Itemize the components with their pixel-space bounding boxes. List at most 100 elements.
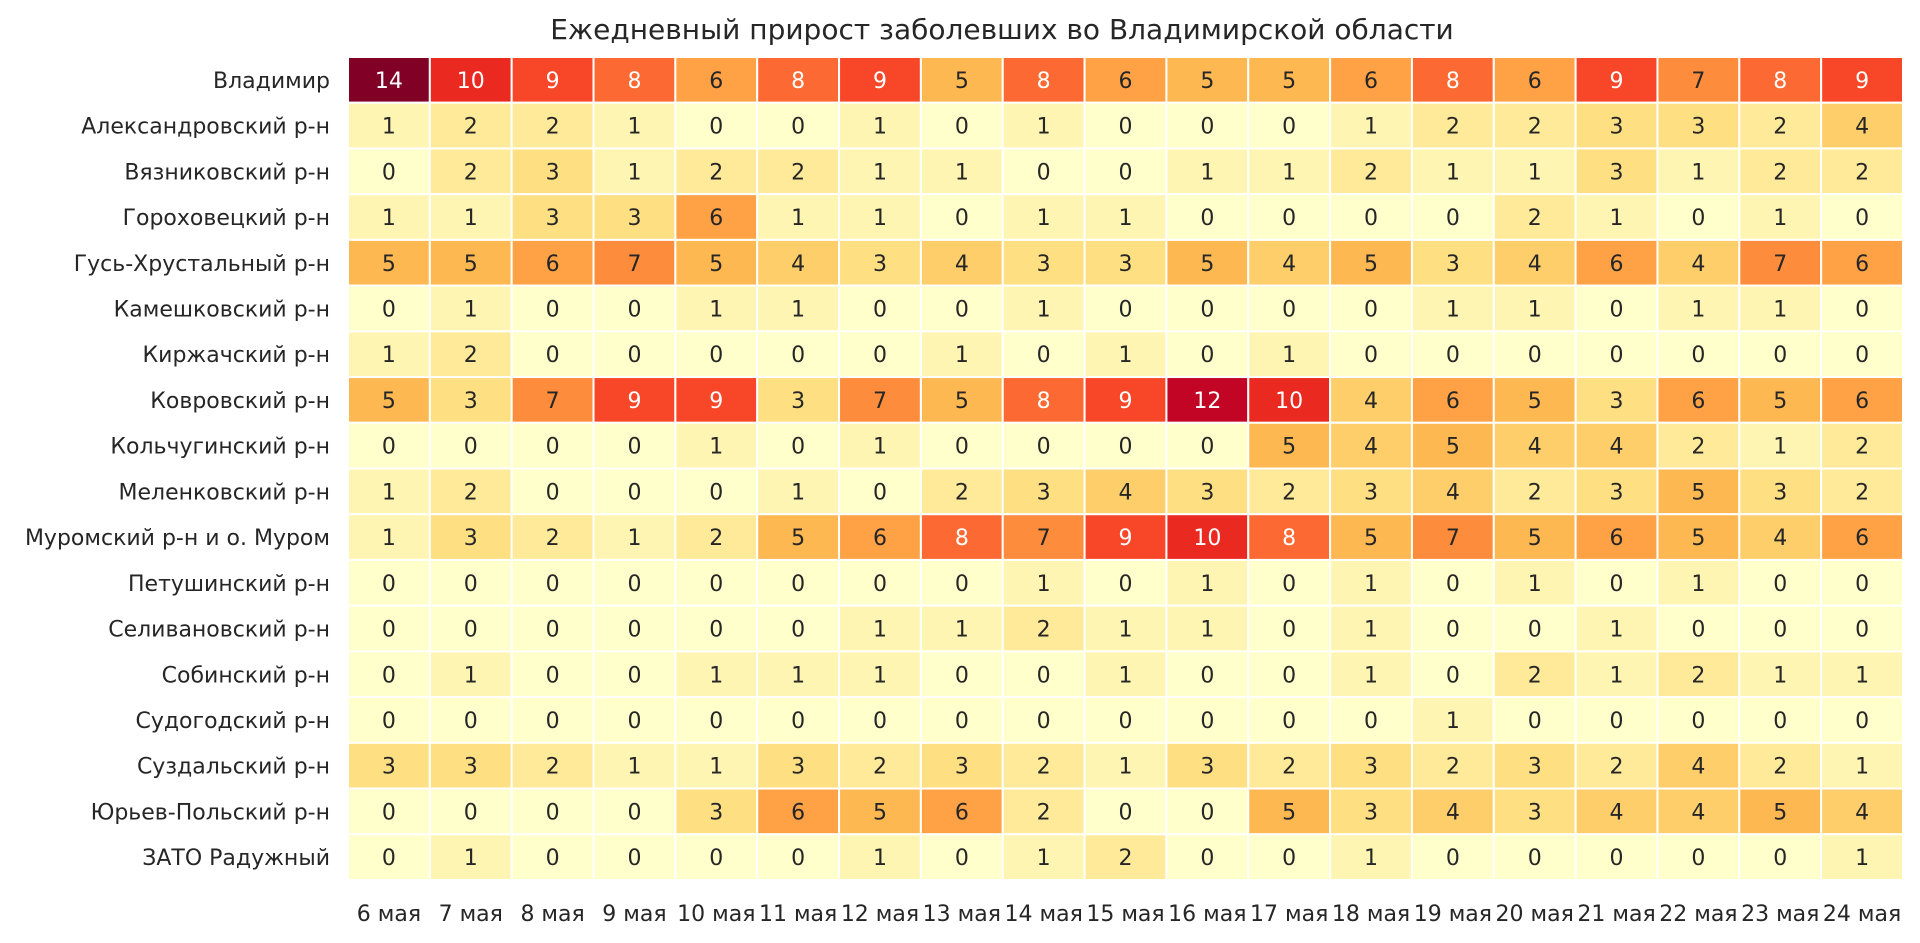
cell-value-label: 5 [1282, 435, 1296, 460]
heatmap-cell [1820, 787, 1904, 836]
cell-value-label: 0 [1200, 206, 1214, 231]
cell-value-label: 0 [1037, 663, 1051, 688]
row-label: ЗАТО Радужный [142, 846, 330, 871]
cell-value-label: 0 [791, 846, 805, 871]
cell-value-label: 1 [1773, 663, 1787, 688]
cell-value-label: 8 [791, 69, 805, 94]
cell-value-label: 0 [1773, 343, 1787, 368]
heatmap-cell [347, 284, 431, 333]
cell-value-label: 2 [1610, 755, 1624, 780]
heatmap-cell [1492, 238, 1577, 287]
cell-value-label: 0 [955, 297, 969, 322]
heatmap-cell [592, 650, 677, 699]
cell-value-label: 1 [382, 206, 396, 231]
heatmap-cell [428, 330, 513, 379]
cell-value-label: 0 [1200, 115, 1214, 140]
heatmap-cell [756, 376, 841, 424]
heatmap-cells: 14 10 9 8 6 8 9 5 8 6 5 5 6 8 6 9 7 8 91 2 2 1 0 0 1 0 1 0 0 0 1 2 2 3 3 2 4… [347, 56, 1904, 881]
cell-value-label: 0 [382, 618, 396, 643]
cell-value-label: 4 [1282, 252, 1296, 277]
cell-value-label: 1 [1364, 572, 1378, 597]
cell-value-label: 5 [1773, 800, 1787, 825]
cell-value-label: 3 [1037, 252, 1051, 277]
cell-value-label: 6 [955, 800, 969, 825]
heatmap-cell [428, 284, 513, 333]
cell-value-label: 6 [546, 252, 560, 277]
heatmap-cell [347, 376, 431, 424]
cell-value-label: 2 [873, 755, 887, 780]
cell-value-label: 6 [1446, 389, 1460, 414]
cell-value-label: 0 [464, 800, 478, 825]
cell-value-label: 1 [1610, 663, 1624, 688]
heatmap-cell [1410, 741, 1495, 790]
cell-value-label: 0 [1855, 297, 1869, 322]
cell-value-label: 0 [709, 618, 723, 643]
heatmap-cell [1247, 696, 1332, 744]
heatmap-cell [347, 604, 431, 653]
cell-value-label: 2 [464, 480, 478, 505]
heatmap-cell [1738, 833, 1823, 881]
cell-value-label: 0 [546, 572, 560, 597]
cell-value-label: 0 [1119, 435, 1133, 460]
cell-value-label: 1 [873, 115, 887, 140]
heatmap-cell [1083, 787, 1168, 836]
cell-value-label: 6 [709, 206, 723, 231]
cell-value-label: 7 [627, 252, 641, 277]
cell-value-label: 1 [1037, 115, 1051, 140]
heatmap-cell [592, 284, 677, 333]
column-label: 18 мая [1332, 902, 1410, 927]
cell-value-label: 0 [955, 572, 969, 597]
cell-value-label: 0 [1037, 435, 1051, 460]
chart-title: Ежедневный прирост заболевших во Владими… [550, 13, 1454, 46]
cell-value-label: 0 [464, 618, 478, 643]
cell-value-label: 5 [382, 389, 396, 414]
cell-value-label: 3 [1610, 115, 1624, 140]
heatmap-cell [1574, 147, 1659, 196]
heatmap-cell [347, 101, 431, 150]
cell-value-label: 1 [955, 343, 969, 368]
heatmap-cell [510, 284, 595, 333]
cell-value-label: 0 [791, 435, 805, 460]
heatmap-cell [1083, 650, 1168, 699]
column-label: 15 мая [1086, 902, 1164, 927]
cell-value-label: 3 [873, 252, 887, 277]
heatmap-cell [919, 56, 1004, 104]
heatmap-cell [1656, 467, 1741, 516]
cell-value-label: 1 [955, 160, 969, 185]
heatmap-cell [510, 650, 595, 699]
cell-value-label: 1 [1691, 160, 1705, 185]
cell-value-label: 3 [1610, 160, 1624, 185]
cell-value-label: 4 [1446, 800, 1460, 825]
cell-value-label: 0 [382, 709, 396, 734]
heatmap-cell [592, 147, 677, 196]
cell-value-label: 1 [1610, 618, 1624, 643]
heatmap-cell [1247, 330, 1332, 379]
cell-value-label: 0 [1200, 800, 1214, 825]
heatmap-cell [1247, 238, 1332, 287]
cell-value-label: 5 [791, 526, 805, 551]
heatmap-cell [1656, 193, 1741, 241]
heatmap-cell [1738, 741, 1823, 790]
cell-value-label: 4 [1691, 252, 1705, 277]
heatmap-cell [1165, 650, 1250, 699]
cell-value-label: 0 [1364, 297, 1378, 322]
heatmap-cell [674, 558, 759, 607]
cell-value-label: 0 [1282, 115, 1296, 140]
row-label: Меленковский р-н [119, 480, 330, 505]
cell-value-label: 5 [1282, 69, 1296, 94]
heatmap-cell [1574, 421, 1659, 470]
heatmap-cell [1329, 558, 1413, 607]
heatmap-cell [1083, 558, 1168, 607]
cell-value-label: 6 [1364, 69, 1378, 94]
heatmap-cell [1247, 147, 1332, 196]
heatmap-cell [1001, 513, 1086, 561]
cell-value-label: 3 [464, 389, 478, 414]
cell-value-label: 1 [1119, 206, 1133, 231]
cell-value-label: 5 [464, 252, 478, 277]
cell-value-label: 8 [1282, 526, 1296, 551]
row-label: Владимир [213, 69, 330, 94]
cell-value-label: 1 [1119, 618, 1133, 643]
cell-value-label: 0 [1446, 846, 1460, 871]
row-labels: Владимир Александровский р-н Вязниковский … [25, 69, 330, 871]
cell-value-label: 1 [1610, 206, 1624, 231]
